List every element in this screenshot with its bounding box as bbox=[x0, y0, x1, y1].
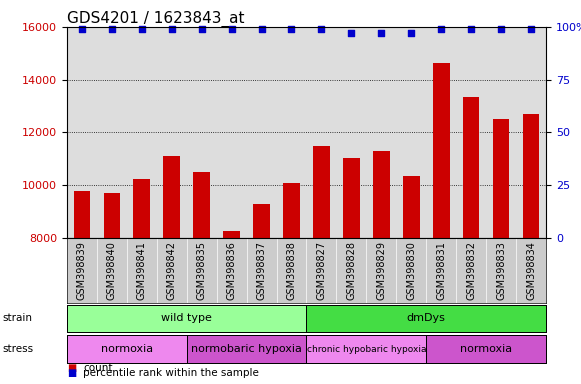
Bar bbox=[523, 114, 539, 384]
Point bbox=[347, 30, 356, 36]
Text: GDS4201 / 1623843_at: GDS4201 / 1623843_at bbox=[67, 11, 245, 27]
Bar bbox=[103, 193, 120, 384]
Text: percentile rank within the sample: percentile rank within the sample bbox=[83, 368, 259, 378]
Point bbox=[526, 26, 536, 32]
Text: GSM398842: GSM398842 bbox=[167, 241, 177, 300]
Text: normobaric hypoxia: normobaric hypoxia bbox=[191, 344, 302, 354]
Text: GSM398835: GSM398835 bbox=[196, 241, 207, 300]
Point bbox=[287, 26, 296, 32]
Bar bbox=[373, 151, 390, 384]
Point bbox=[437, 26, 446, 32]
Text: chronic hypobaric hypoxia: chronic hypobaric hypoxia bbox=[307, 344, 426, 354]
Bar bbox=[134, 179, 150, 384]
Bar bbox=[67, 335, 187, 363]
Bar bbox=[343, 157, 360, 384]
Point bbox=[107, 26, 116, 32]
Point bbox=[317, 26, 326, 32]
Point bbox=[257, 26, 266, 32]
Text: GSM398832: GSM398832 bbox=[466, 241, 476, 300]
Point bbox=[137, 26, 146, 32]
Text: count: count bbox=[83, 363, 113, 373]
Text: GSM398836: GSM398836 bbox=[227, 241, 236, 300]
Text: wild type: wild type bbox=[161, 313, 212, 323]
Bar bbox=[67, 305, 307, 332]
Bar bbox=[163, 156, 180, 384]
Text: dmDys: dmDys bbox=[407, 313, 446, 323]
Bar bbox=[307, 335, 426, 363]
Bar bbox=[313, 146, 329, 384]
Text: stress: stress bbox=[3, 344, 34, 354]
Text: GSM398840: GSM398840 bbox=[107, 241, 117, 300]
Point bbox=[467, 26, 476, 32]
Bar bbox=[193, 172, 210, 384]
Text: GSM398828: GSM398828 bbox=[346, 241, 356, 300]
Text: GSM398833: GSM398833 bbox=[496, 241, 506, 300]
Point bbox=[77, 26, 87, 32]
Text: GSM398838: GSM398838 bbox=[286, 241, 296, 300]
Bar bbox=[426, 335, 546, 363]
Text: normoxia: normoxia bbox=[460, 344, 512, 354]
Text: GSM398837: GSM398837 bbox=[257, 241, 267, 300]
Text: GSM398827: GSM398827 bbox=[317, 241, 327, 300]
Point bbox=[407, 30, 416, 36]
Text: normoxia: normoxia bbox=[101, 344, 153, 354]
Text: GSM398841: GSM398841 bbox=[137, 241, 147, 300]
Point bbox=[376, 30, 386, 36]
Point bbox=[197, 26, 206, 32]
Bar bbox=[403, 176, 419, 384]
Text: GSM398831: GSM398831 bbox=[436, 241, 446, 300]
Text: ■: ■ bbox=[67, 368, 76, 378]
Point bbox=[227, 26, 236, 32]
Bar bbox=[187, 335, 307, 363]
Text: GSM398839: GSM398839 bbox=[77, 241, 87, 300]
Point bbox=[497, 26, 506, 32]
Text: GSM398834: GSM398834 bbox=[526, 241, 536, 300]
Text: ■: ■ bbox=[67, 363, 76, 373]
Point bbox=[167, 26, 176, 32]
Bar bbox=[463, 97, 479, 384]
Text: GSM398829: GSM398829 bbox=[376, 241, 386, 300]
Bar bbox=[493, 119, 510, 384]
Bar bbox=[307, 305, 546, 332]
Bar bbox=[223, 232, 240, 384]
Bar bbox=[74, 190, 90, 384]
Bar bbox=[284, 183, 300, 384]
Bar bbox=[253, 204, 270, 384]
Bar bbox=[433, 63, 450, 384]
Text: GSM398830: GSM398830 bbox=[406, 241, 417, 300]
Text: strain: strain bbox=[3, 313, 33, 323]
